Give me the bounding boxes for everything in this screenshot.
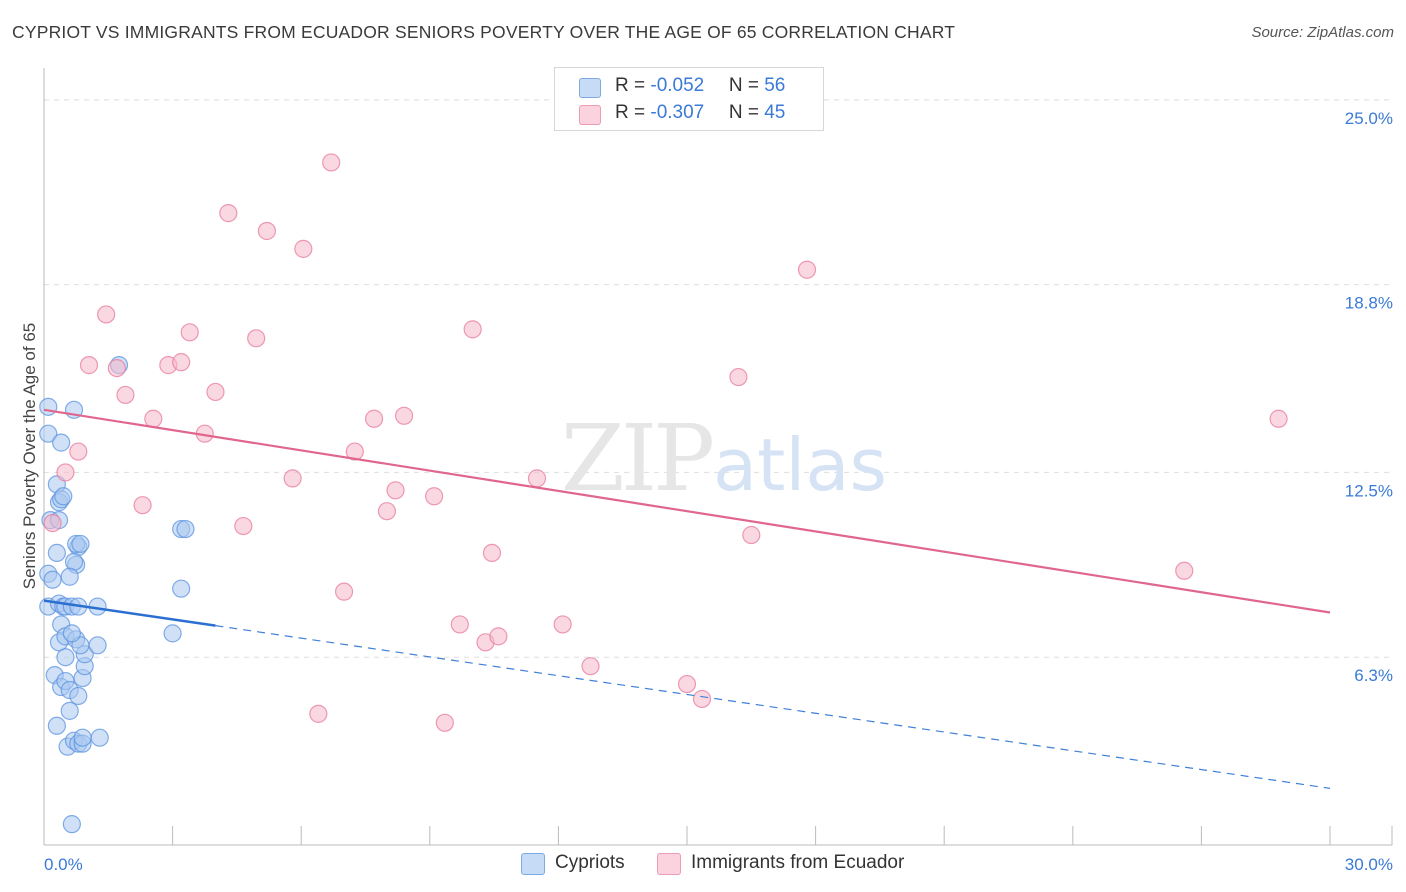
n-label: N = [728,75,765,96]
stats-legend: R = -0.052 N = 56 R = -0.307 N = 45 [554,67,824,131]
ecuador-point [43,513,62,533]
ecuador-point [463,320,482,339]
r-label: R = [615,75,651,96]
ecuador-trend-line [43,408,1331,614]
watermark-atlas: atlas [713,423,887,507]
cypriot-point [176,519,195,539]
ecuador-point [386,481,405,500]
watermark-zip: ZIP [561,405,712,512]
cypriot-point [43,570,62,589]
cypriot-point [56,648,75,667]
ecuador-swatch [579,105,601,125]
ecuador-point [283,469,302,488]
cypriot-trend-line-dashed [215,625,1331,789]
cypriot-point [39,424,58,443]
ecuador-point [394,406,414,425]
ecuador-point [489,627,508,646]
ecuador-point [424,487,444,506]
cypriot-point [71,534,90,554]
cypriot-point [39,397,58,416]
ecuador-point [116,385,135,405]
ecuador-point [309,704,328,723]
ecuador-point [97,305,116,324]
ecuador-point [797,260,817,279]
y-tick-label: 12.5% [1345,481,1393,500]
ecuador-point [294,239,313,258]
ecuador-point [56,463,75,482]
cypriot-point [64,552,84,571]
ecuador-point [527,469,547,488]
y-tick-label: 18.8% [1345,294,1393,313]
cypriot-point [69,686,88,706]
ecuador-point [234,516,253,536]
r-label: R = [615,102,651,123]
cypriot-point [52,433,71,452]
cypriots-swatch [579,78,601,98]
ecuador-point [729,367,748,387]
ecuador-point [450,615,469,634]
cypriots-legend-swatch [521,853,545,875]
ecuador-point [180,323,199,342]
cypriot-point [73,728,92,747]
ecuador-point [334,582,354,601]
n-value: 56 [764,75,786,96]
ecuador-point [322,153,341,172]
chart-title: CYPRIOT VS IMMIGRANTS FROM ECUADOR SENIO… [12,22,956,42]
cypriot-point [62,815,81,834]
ecuador-point [581,657,600,676]
cypriot-point [54,487,73,506]
n-label: N = [728,102,765,123]
cypriot-point [163,624,182,643]
ecuador-point [79,356,99,375]
x-tick-label-max: 30.0% [1345,855,1393,874]
ecuador-point [345,442,364,461]
cypriot-point [60,701,79,720]
cypriot-point [60,567,79,586]
r-value: -0.307 [650,102,705,123]
ecuador-point [742,525,761,545]
ecuador-point [257,221,277,241]
y-tick-label: 6.3% [1354,666,1393,685]
cypriot-point [90,728,109,747]
n-value: 45 [764,102,786,123]
ecuador-point [692,689,712,709]
ecuador-point [553,615,572,634]
cypriot-trend-line [43,599,216,627]
ecuador-point [1269,409,1288,428]
legend-item-ecuador[interactable]: Immigrants from Ecuador [657,852,937,878]
ecuador-point [144,409,163,428]
ecuador-point [1175,561,1194,580]
cypriot-point [47,543,66,562]
y-tick-label: 25.0% [1345,109,1393,128]
legend-label-cypriots: Cypriots [555,852,625,873]
ecuador-point [435,713,454,732]
ecuador-point [364,409,384,428]
r-value: -0.052 [650,75,705,96]
ecuador-point [69,442,88,461]
source-label: Source: ZipAtlas.com [1251,24,1394,41]
ecuador-point [377,502,397,521]
cypriot-point [62,624,81,643]
cypriot-point [88,636,107,655]
ecuador-point [172,353,191,372]
ecuador-point [677,674,697,694]
ecuador-point [219,204,238,223]
x-tick-label-min: 0.0% [44,855,83,874]
ecuador-point [206,382,225,402]
ecuador-point [107,359,126,378]
cypriot-point [172,579,191,598]
cypriot-point [47,716,66,735]
ecuador-point [133,496,152,515]
ecuador-point [482,543,502,562]
legend-label-ecuador: Immigrants from Ecuador [691,852,905,873]
ecuador-point [247,329,266,348]
legend-item-cypriots[interactable]: Cypriots [521,852,641,878]
ecuador-legend-swatch [657,853,681,875]
